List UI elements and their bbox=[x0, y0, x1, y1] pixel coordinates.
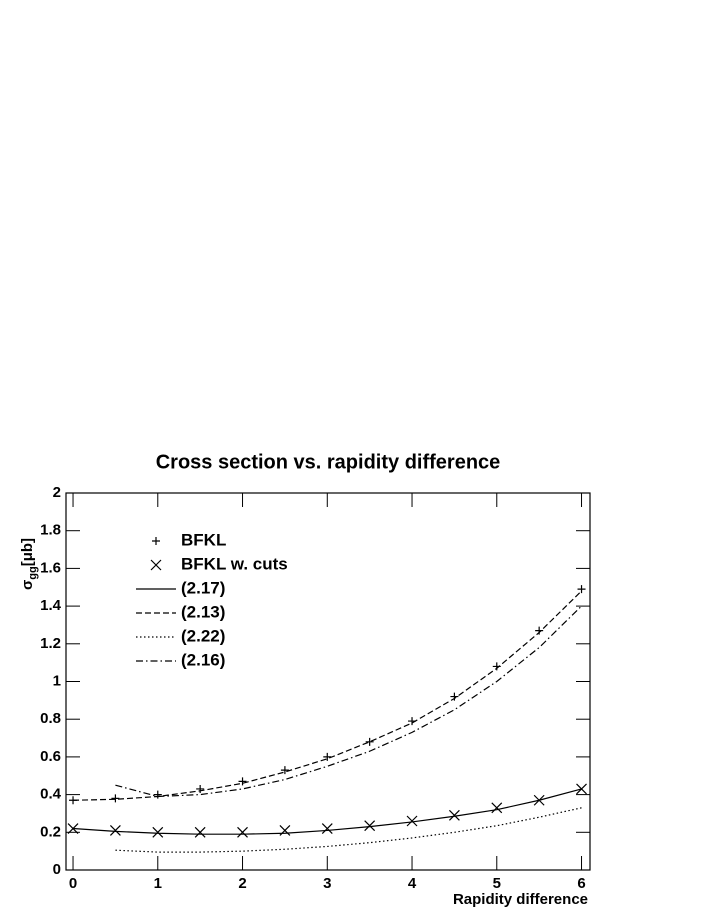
data-point bbox=[238, 777, 247, 786]
y-tick-label: 1.6 bbox=[40, 559, 61, 576]
data-point bbox=[67, 823, 79, 834]
data-point bbox=[448, 809, 460, 821]
y-tick-label: 0.4 bbox=[40, 786, 62, 803]
y-tick-label: 0.6 bbox=[40, 748, 61, 765]
y-tick-label: 1.8 bbox=[40, 522, 61, 539]
y-axis-label: σgg[μb] bbox=[19, 538, 39, 590]
x-tick-label: 3 bbox=[323, 875, 331, 892]
data-line bbox=[72, 788, 582, 835]
data-point bbox=[365, 737, 374, 746]
legend-label: (2.22) bbox=[181, 626, 225, 645]
legend-label: BFKL bbox=[181, 530, 226, 549]
legend-marker bbox=[150, 559, 162, 571]
plot-frame bbox=[65, 492, 591, 871]
data-point bbox=[535, 626, 544, 635]
x-tick-label: 1 bbox=[154, 875, 162, 892]
data-point bbox=[152, 826, 164, 838]
data-point bbox=[491, 802, 503, 814]
data-point bbox=[364, 820, 376, 832]
legend-label: (2.17) bbox=[181, 578, 225, 597]
data-line bbox=[115, 605, 582, 798]
y-tick-label: 1.4 bbox=[40, 597, 62, 614]
legend-label: (2.13) bbox=[181, 602, 225, 621]
x-tick-label: 2 bbox=[238, 875, 246, 892]
data-point bbox=[194, 826, 206, 838]
data-point bbox=[577, 585, 586, 594]
data-point bbox=[196, 784, 205, 793]
data-point bbox=[323, 752, 332, 761]
y-tick-label: 0.2 bbox=[40, 823, 61, 840]
data-point bbox=[406, 815, 418, 827]
legend-label: (2.16) bbox=[181, 650, 225, 669]
data-point bbox=[450, 692, 459, 701]
legend-marker bbox=[152, 537, 160, 545]
y-tick-label: 2 bbox=[53, 484, 61, 501]
data-point bbox=[111, 794, 120, 803]
data-point bbox=[109, 824, 121, 836]
y-tick-label: 0 bbox=[53, 861, 61, 878]
chart-title: Cross section vs. rapidity difference bbox=[156, 451, 501, 473]
data-point bbox=[321, 823, 333, 834]
legend-label: BFKL w. cuts bbox=[181, 554, 288, 573]
y-tick-label: 1.2 bbox=[40, 635, 61, 652]
x-tick-label: 4 bbox=[408, 875, 417, 892]
data-point bbox=[280, 766, 289, 775]
y-tick-label: 1 bbox=[53, 672, 61, 689]
data-point bbox=[153, 790, 162, 799]
x-tick-label: 6 bbox=[577, 875, 585, 892]
x-tick-label: 5 bbox=[493, 875, 501, 892]
data-line bbox=[115, 807, 582, 853]
y-tick-label: 0.8 bbox=[40, 710, 61, 727]
data-point bbox=[237, 826, 248, 838]
y-label-unit: [μb] bbox=[19, 538, 36, 566]
y-label-subscript: gg bbox=[27, 566, 39, 579]
y-label-symbol: σ bbox=[19, 580, 36, 590]
x-tick-label: 0 bbox=[69, 875, 77, 892]
x-axis-label: Rapidity difference bbox=[453, 891, 588, 908]
data-line bbox=[73, 590, 582, 801]
